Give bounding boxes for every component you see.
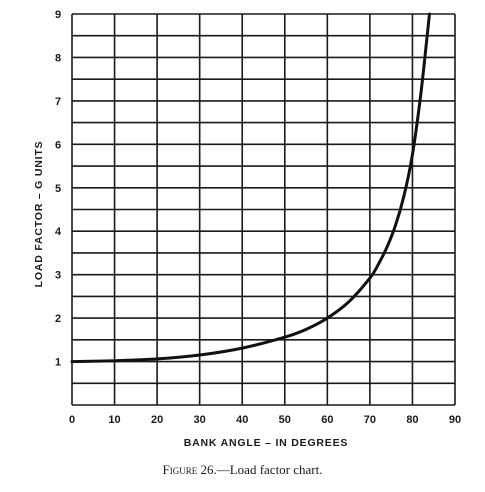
x-tick-label: 80: [406, 414, 418, 426]
x-tick-label: 30: [194, 414, 206, 426]
figure-caption: Figure 26.—Load factor chart.: [0, 462, 485, 478]
y-tick-label: 8: [55, 52, 61, 64]
x-tick-label: 60: [321, 414, 333, 426]
x-tick-label: 90: [449, 414, 461, 426]
x-tick-label: 50: [279, 414, 291, 426]
chart-curve-layer: [70, 12, 431, 364]
x-axis-title: BANK ANGLE – IN DEGREES: [184, 437, 348, 449]
caption-text: 26.—Load factor chart.: [197, 462, 323, 477]
x-tick-label: 0: [69, 414, 75, 426]
y-tick-label: 1: [55, 357, 61, 369]
y-tick-label: 9: [55, 9, 61, 21]
x-tick-label: 70: [364, 414, 376, 426]
y-tick-label: 7: [55, 96, 61, 108]
load-factor-chart: 0 10 20 30 40 50 60 70 80 90 1 2 3 4 5 6 7 8 9 BANK ANGLE…: [33, 9, 461, 449]
x-tick-label: 10: [108, 414, 120, 426]
x-tick-label: 40: [236, 414, 248, 426]
load-factor-curve: [70, 12, 431, 364]
y-tick-label: 3: [55, 270, 61, 282]
y-tick-label: 6: [55, 139, 61, 151]
chart-grid: [71, 13, 456, 406]
y-tick-label: 5: [55, 183, 61, 195]
x-tick-labels: 0 10 20 30 40 50 60 70 80 90: [69, 414, 461, 426]
y-tick-label: 2: [55, 313, 61, 325]
x-tick-label: 20: [151, 414, 163, 426]
y-axis-title: LOAD FACTOR – G UNITS: [33, 141, 45, 288]
y-tick-label: 4: [55, 226, 62, 238]
caption-prefix: Figure: [162, 462, 198, 477]
y-tick-labels: 1 2 3 4 5 6 7 8 9: [55, 9, 62, 369]
